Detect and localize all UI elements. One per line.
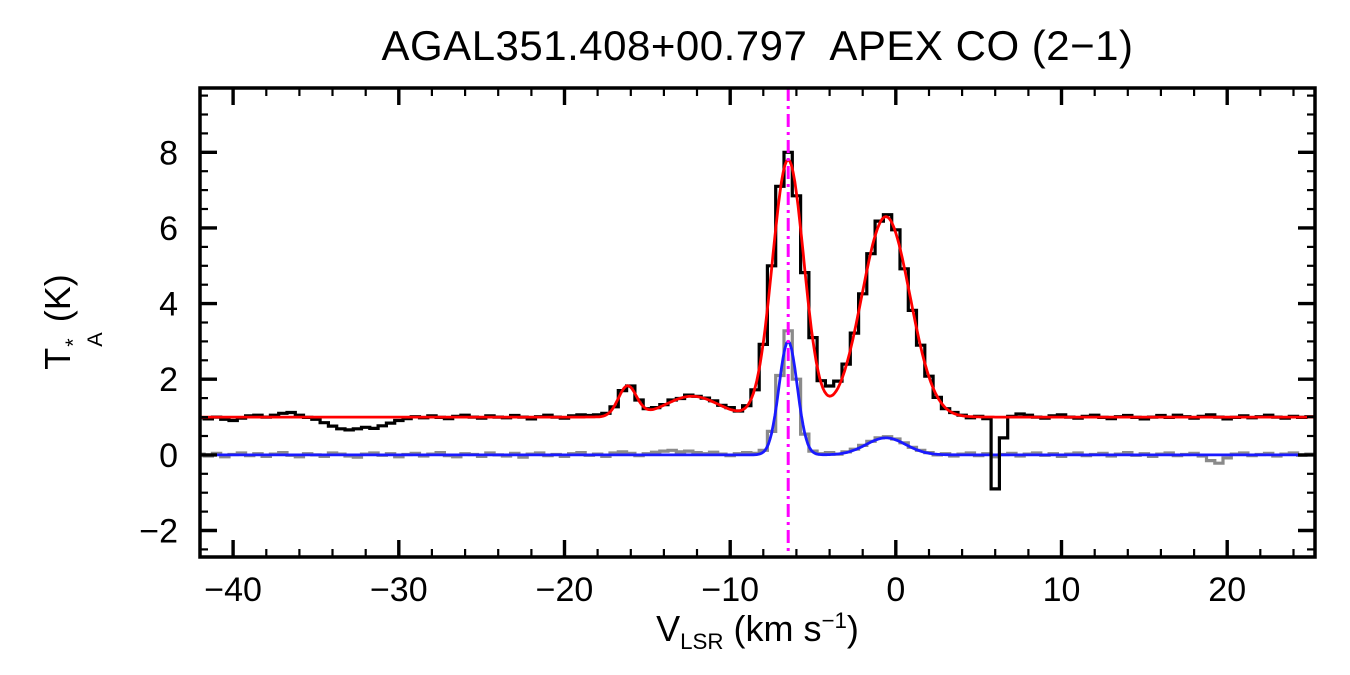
fit-blue-gaussian-model (200, 340, 1315, 457)
fit-red-gaussian-model (200, 158, 1315, 419)
x-axis-symbol: V (656, 608, 681, 649)
x-axis-unit-prefix: (km s (723, 608, 822, 649)
x-tick-label: 0 (886, 571, 905, 609)
y-axis-unit: (K) (36, 274, 78, 333)
y-tick-label: 2 (159, 361, 178, 399)
x-tick-label: −40 (204, 571, 262, 609)
x-tick-label: 10 (1043, 571, 1081, 609)
plot-frame (198, 86, 1317, 559)
x-axis-unit-suffix: ) (846, 608, 859, 649)
x-tick-label: 20 (1208, 571, 1246, 609)
y-tick-label: −2 (139, 513, 178, 551)
x-axis-subscript: LSR (680, 629, 724, 655)
x-tick-label: −20 (536, 571, 594, 609)
minor-ticks (198, 88, 1315, 557)
y-axis-label: T * A (K) (37, 274, 107, 369)
y-tick-label: 0 (159, 437, 178, 475)
y-axis-subscript: A (82, 332, 108, 347)
spectrum-black-histogram (200, 150, 1315, 491)
y-axis-supsub: * A (59, 332, 108, 347)
series-group (200, 88, 1315, 557)
chart-title: AGAL351.408+00.797 APEX CO (2−1) (381, 22, 1134, 69)
x-axis-exponent: −1 (821, 608, 847, 633)
major-ticks (200, 88, 1315, 557)
x-tick-label: −10 (701, 571, 759, 609)
y-tick-label: 6 (159, 210, 178, 248)
y-axis-symbol: T (36, 347, 78, 370)
y-tick-label: 8 (159, 134, 178, 172)
spectrum-gray-histogram (200, 329, 1315, 465)
y-axis-superscript: * (59, 338, 85, 347)
x-axis-label: VLSR (km s−1) (200, 608, 1315, 655)
y-tick-label: 4 (159, 286, 178, 324)
x-tick-label: −30 (370, 571, 428, 609)
